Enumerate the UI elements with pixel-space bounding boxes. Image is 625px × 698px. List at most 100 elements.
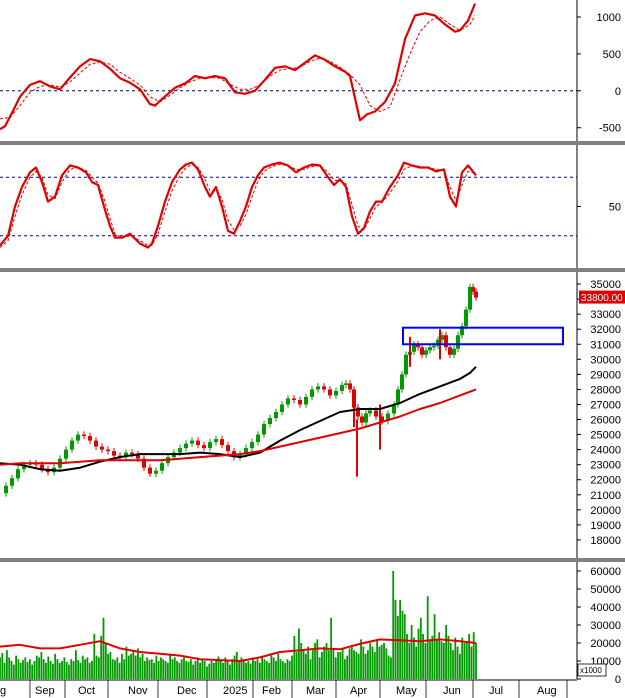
candle-body [40, 464, 44, 470]
volume-bar [134, 655, 137, 679]
volume-bar [212, 662, 215, 679]
candle-body [310, 389, 314, 397]
volume-bar [429, 639, 431, 679]
volume-bar [196, 657, 199, 679]
y-tick-label: 500 [603, 49, 621, 61]
volume-bar [298, 628, 300, 679]
volume-bar [219, 661, 222, 679]
volume-bar [171, 659, 174, 679]
volume-bar [120, 653, 123, 679]
candle-body [10, 478, 14, 486]
volume-bar [91, 661, 93, 679]
volume-bar [254, 661, 257, 679]
volume-bar [86, 657, 89, 679]
candle-body [244, 448, 248, 455]
candle-body [4, 485, 8, 494]
volume-bar [459, 653, 461, 679]
volume-bar [153, 662, 155, 679]
volume-bar [355, 652, 358, 679]
volume-bar [380, 644, 383, 679]
volume-bar [139, 657, 142, 679]
volume-bar [408, 643, 411, 679]
volume-bar [215, 659, 218, 679]
volume-bar [28, 659, 31, 679]
volume-bar [300, 643, 303, 679]
volume-bar [323, 646, 326, 679]
volume-bar [61, 661, 63, 679]
candle-body [416, 344, 420, 348]
volume-bar [240, 657, 243, 679]
volume-bar [272, 657, 275, 679]
volume-bar [265, 661, 268, 679]
stochastic-panel: 50 [0, 145, 621, 268]
volume-bar [104, 643, 107, 679]
y-tick-label: 31000 [590, 339, 621, 351]
volume-bar [468, 634, 471, 679]
x-tick-label: Jun [443, 685, 461, 697]
volume-bar [465, 641, 468, 679]
candle-body [334, 390, 338, 396]
x-tick-label: 2025 [223, 685, 247, 697]
volume-bar [33, 661, 36, 679]
volume-bar [5, 650, 8, 679]
x-tick-label: Oct [78, 685, 95, 697]
candle-body [420, 347, 424, 355]
volume-bar [321, 652, 323, 679]
volume-bar [263, 659, 266, 679]
volume-bar [109, 652, 112, 679]
y-tick-label: 30000 [590, 620, 621, 632]
volume-bar [275, 661, 277, 679]
y-tick-label: 0 [615, 86, 621, 98]
volume-bar [424, 643, 427, 679]
candle-body [106, 449, 110, 452]
candle-body [328, 389, 332, 396]
candle-body [404, 354, 408, 375]
volume-bar [281, 661, 284, 679]
volume-bar [155, 655, 158, 679]
volume-bar [77, 660, 80, 679]
volume-bar [19, 662, 22, 679]
volume-bar [17, 659, 20, 679]
candle-body [468, 287, 472, 310]
volume-bar [74, 650, 77, 679]
candle-body [16, 469, 20, 479]
volume-bar [440, 641, 443, 679]
volume-bar [360, 639, 362, 679]
volume-bar [415, 646, 418, 679]
volume-bar [261, 657, 264, 679]
candle-body [280, 404, 284, 412]
volume-bar [231, 659, 234, 679]
candle-body [464, 309, 468, 327]
y-tick-label: 23000 [590, 460, 621, 472]
y-tick-label: 24000 [590, 445, 621, 457]
volume-bar [45, 662, 47, 679]
volume-bar [463, 643, 466, 679]
volume-bar [203, 661, 206, 679]
candle-body [292, 398, 296, 400]
y-tick-label: 25000 [590, 430, 621, 442]
candle-body [238, 454, 242, 458]
volume-bar [233, 655, 236, 679]
macd-panel: 1000 500 0 -500 [0, 0, 621, 141]
volume-bar [24, 657, 27, 679]
volume-bar [316, 639, 319, 679]
candle-body [130, 452, 134, 455]
volume-bar [127, 655, 130, 679]
volume-bar [157, 661, 160, 679]
volume-bar [422, 634, 425, 679]
y-tick-label: 27000 [590, 399, 621, 411]
x-tick-label: Nov [128, 685, 148, 697]
candle-body [268, 418, 272, 425]
volume-bar [341, 648, 344, 679]
volume-bar [26, 661, 29, 679]
volume-bar [385, 648, 388, 679]
candle-body [154, 470, 158, 474]
x-tick-label: Feb [262, 685, 281, 697]
price-panel: 3500034000330003200031000300002900028000… [0, 272, 625, 558]
candle-body [82, 434, 86, 437]
volume-bar [367, 650, 369, 679]
candle-body [250, 442, 254, 449]
volume-bar [350, 644, 353, 679]
volume-bar [245, 662, 247, 679]
